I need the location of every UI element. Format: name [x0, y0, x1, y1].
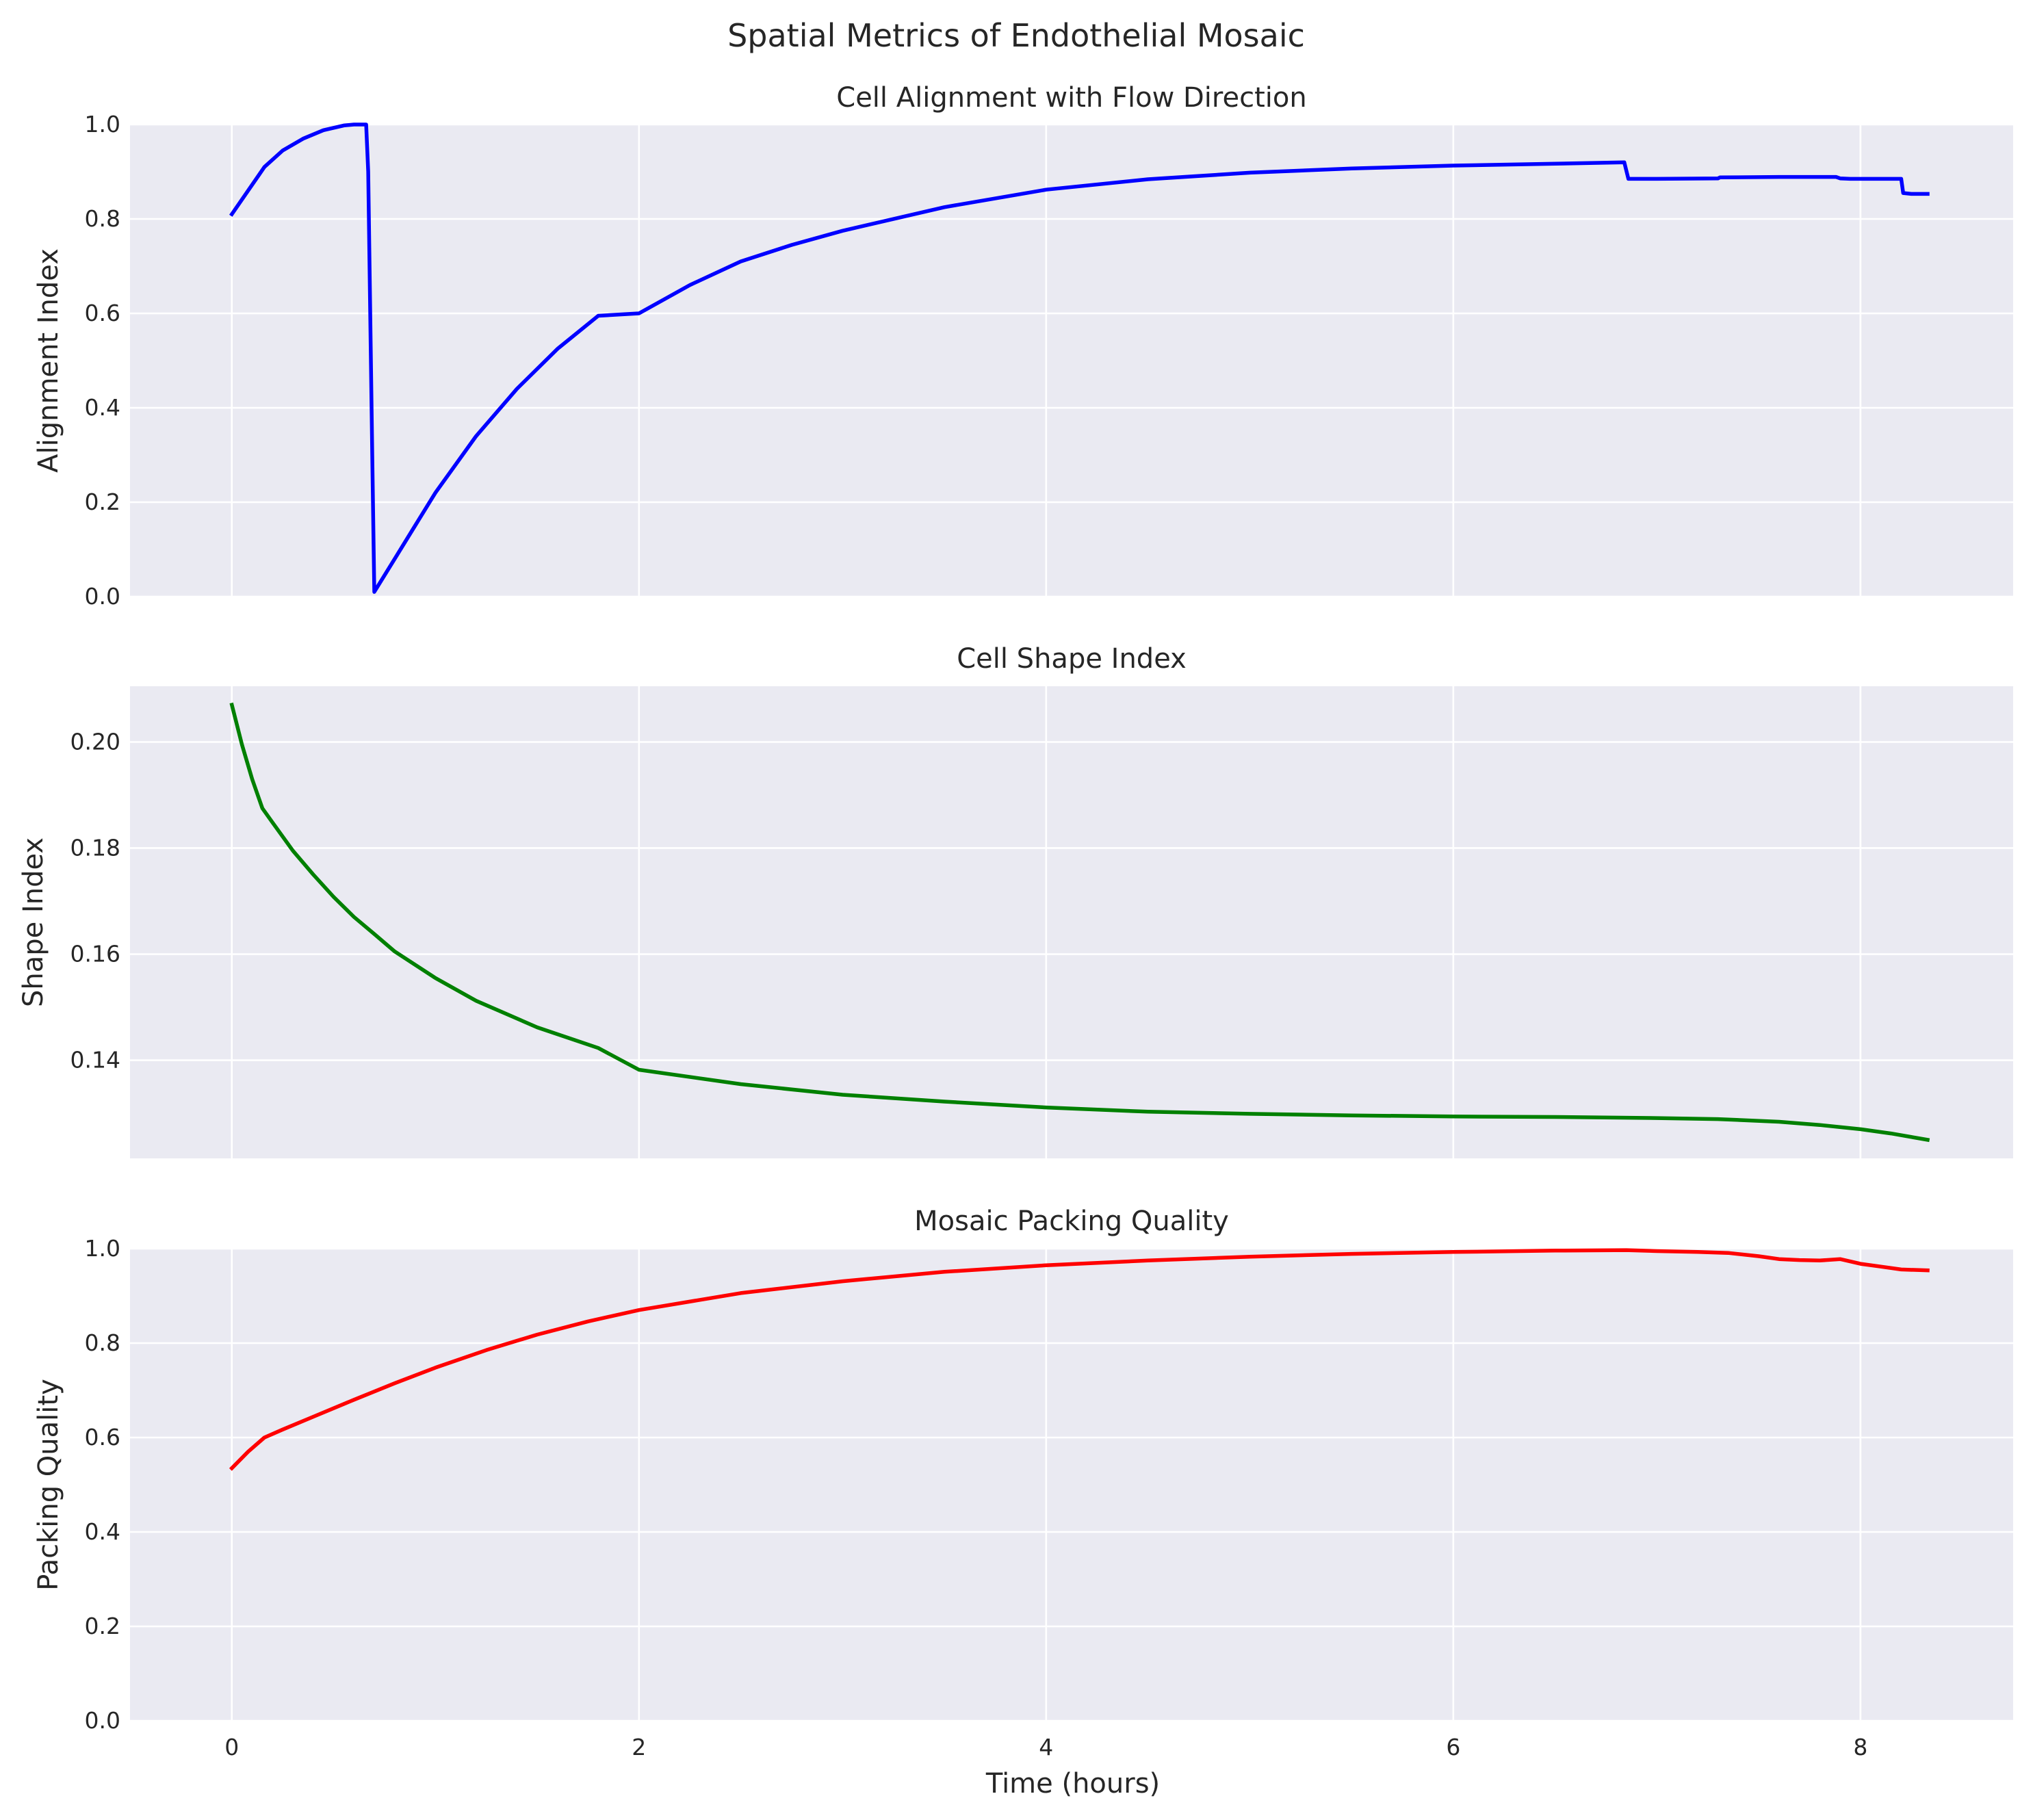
alignment-y-tick-label: 0.6 [85, 300, 120, 326]
shape-index-y-tick-label: 0.18 [70, 834, 120, 861]
shape-index-panel: 0.14 0.16 0.18 0.20 Cell Shape Index Shape … [18, 643, 2013, 1158]
packing-quality-y-tick-label: 1.0 [85, 1235, 120, 1262]
alignment-panel: 0.0 0.2 0.4 0.6 0.8 1.0 Cell Alignment with F… [33, 82, 2013, 610]
packing-quality-x-tick-label: 8 [1853, 1734, 1867, 1760]
packing-quality-panel-title: Mosaic Packing Quality [914, 1206, 1229, 1237]
shape-index-y-axis-label: Shape Index [18, 837, 49, 1007]
shape-index-series-line [229, 702, 1930, 1143]
packing-quality-x-tick-label: 2 [632, 1734, 646, 1760]
alignment-y-axis-label: Alignment Index [33, 248, 64, 473]
packing-quality-y-tick-label: 0.4 [85, 1518, 120, 1545]
shape-index-panel-title: Cell Shape Index [957, 643, 1187, 675]
alignment-y-tick-label: 1.0 [85, 111, 120, 138]
packing-quality-series-line [229, 1248, 1930, 1471]
shape-index-y-tick-label: 0.20 [70, 728, 120, 755]
figure-title: Spatial Metrics of Endothelial Mosaic [727, 17, 1305, 54]
alignment-y-tick-label: 0.4 [85, 394, 120, 421]
packing-quality-y-tick-label: 0.8 [85, 1329, 120, 1356]
packing-quality-x-tick-label: 0 [224, 1734, 239, 1760]
alignment-y-tick-label: 0.2 [85, 489, 120, 515]
alignment-y-tick-label: 0.0 [85, 583, 120, 610]
shape-index-plot-area [130, 686, 2013, 1158]
packing-quality-y-tick-label: 0.0 [85, 1707, 120, 1734]
shape-index-y-tick-label: 0.16 [70, 941, 120, 967]
x-axis-label: Time (hours) [985, 1768, 1160, 1799]
packing-quality-y-tick-label: 0.2 [85, 1613, 120, 1639]
shape-index-y-tick-label: 0.14 [70, 1047, 120, 1074]
packing-quality-y-tick-label: 0.6 [85, 1424, 120, 1451]
alignment-y-tick-label: 0.8 [85, 205, 120, 232]
alignment-plot-area [130, 125, 2013, 597]
packing-quality-panel: 0 2 4 6 8 0.0 0.2 0.4 0.6 0.8 1.0 Mosaic Packing Q… [33, 1206, 2013, 1760]
packing-quality-plot-area [130, 1249, 2013, 1721]
packing-quality-x-tick-label: 6 [1446, 1734, 1460, 1760]
alignment-panel-title: Cell Alignment with Flow Direction [836, 82, 1306, 114]
packing-quality-x-tick-label: 4 [1039, 1734, 1053, 1760]
packing-quality-y-axis-label: Packing Quality [33, 1379, 64, 1591]
alignment-series-line [229, 122, 1930, 594]
